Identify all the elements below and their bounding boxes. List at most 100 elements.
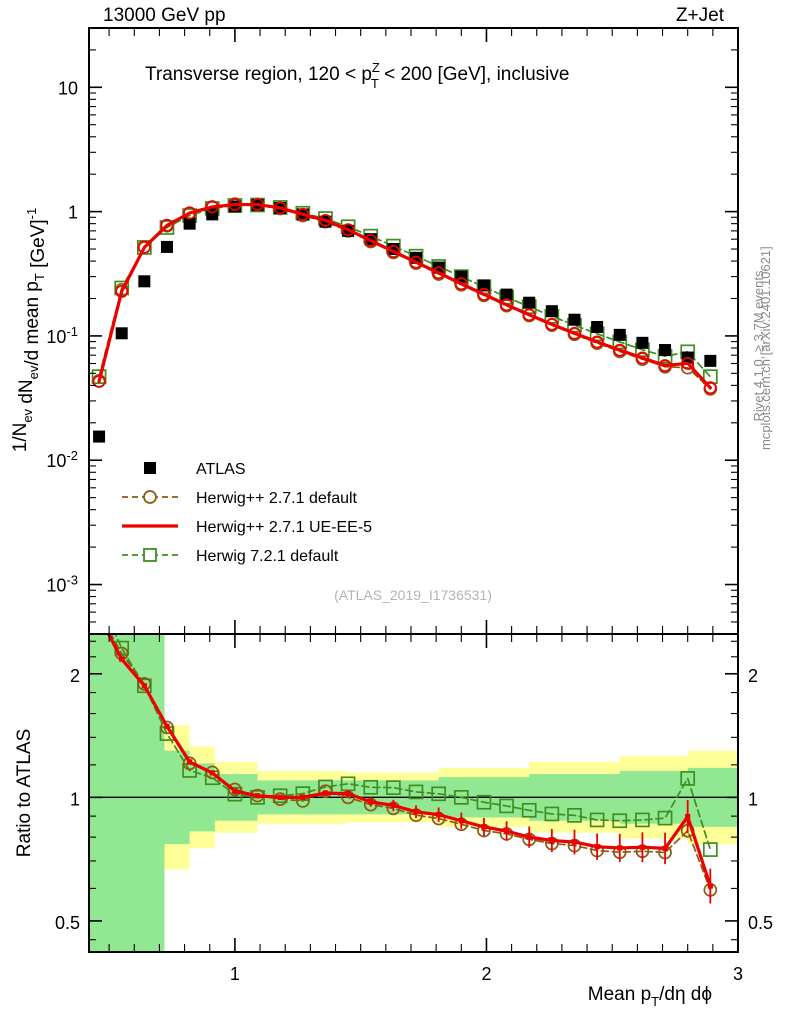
data-point (183, 206, 197, 220)
ytick-label-ratio-right: 2 (748, 666, 758, 686)
legend-label: Herwig 7.2.1 default (196, 548, 339, 565)
data-point (545, 317, 559, 331)
ratio-markers-herwig721 (114, 640, 718, 857)
data-point (613, 328, 626, 341)
data-point (368, 799, 374, 805)
ytick-label-main: 10 (58, 78, 78, 98)
data-point (458, 818, 464, 824)
data-point (273, 792, 288, 806)
data-point (228, 198, 242, 211)
data-point (636, 336, 649, 349)
data-point (685, 813, 691, 820)
data-point (477, 279, 490, 292)
data-point (251, 198, 264, 211)
data-point (432, 266, 446, 280)
series-markers-atlas (93, 199, 717, 443)
ytick-label-ratio-right: 1 (748, 789, 758, 809)
data-point (409, 255, 423, 269)
data-point (500, 298, 514, 312)
data-point (568, 326, 581, 340)
ytick-label-main: 10-2 (46, 448, 78, 472)
data-point (454, 277, 468, 291)
data-point (567, 807, 582, 823)
data-point (571, 839, 578, 845)
data-point (209, 770, 215, 776)
data-point (408, 784, 424, 800)
ytick-label-ratio: 0.5 (55, 913, 80, 933)
data-point (300, 794, 306, 800)
data-point (589, 812, 605, 828)
data-point (503, 828, 510, 834)
data-point (295, 786, 311, 801)
data-point (160, 720, 174, 735)
data-point (386, 245, 400, 258)
data-point (413, 809, 419, 815)
data-point (703, 381, 717, 395)
main-panel-title: Transverse region, 120 < pZ T < 200 [GeV]… (145, 60, 569, 91)
data-point (93, 607, 105, 619)
ytick-label-main: 10-1 (46, 323, 78, 347)
ytick-label-ratio: 2 (70, 666, 80, 686)
data-point (187, 759, 193, 765)
data-point (254, 793, 261, 799)
data-point (659, 344, 672, 357)
data-point (205, 200, 219, 214)
main-panel-frame (88, 27, 739, 635)
ytick-label-ratio: 1 (70, 789, 80, 809)
legend-item: Herwig 7.2.1 default (122, 548, 339, 565)
data-point (115, 327, 128, 340)
data-point (591, 320, 604, 333)
data-point (500, 288, 513, 301)
data-point (277, 794, 283, 800)
data-point (521, 802, 537, 818)
ratio-panel-frame (88, 633, 739, 953)
data-point (612, 813, 628, 829)
data-point (164, 723, 170, 729)
data-point (453, 789, 469, 805)
data-point (522, 308, 536, 322)
ytick-label-main: 10-3 (46, 572, 78, 596)
data-point (568, 313, 581, 326)
data-point (160, 240, 173, 253)
data-point (680, 771, 696, 786)
data-point (590, 335, 604, 349)
data-point (545, 305, 558, 318)
data-point (318, 784, 333, 799)
data-point (390, 802, 396, 808)
header-left: 13000 GeV pp (103, 5, 226, 26)
data-point (322, 790, 329, 796)
data-point (657, 810, 673, 826)
data-point (93, 430, 106, 443)
data-point (481, 824, 487, 830)
data-point (296, 207, 310, 221)
legend-item: Herwig++ 2.7.1 default (122, 490, 358, 507)
xtick-label: 3 (733, 964, 743, 984)
data-point (549, 837, 555, 844)
watermark: (ATLAS_2019_I1736531) (334, 587, 492, 603)
data-point (115, 284, 129, 298)
data-point (526, 834, 532, 840)
data-point (707, 883, 713, 889)
data-point (341, 223, 355, 237)
data-point (613, 343, 627, 357)
legend-item: ATLAS (144, 461, 246, 478)
data-point (662, 845, 668, 851)
data-point (523, 296, 536, 309)
data-point (183, 217, 196, 230)
data-point (363, 779, 379, 795)
header-right: Z+Jet (676, 5, 725, 26)
data-point (138, 275, 151, 288)
legend-label: Herwig++ 2.7.1 UE-EE-5 (196, 519, 372, 536)
data-point (639, 844, 646, 850)
data-point (92, 375, 106, 388)
data-point (431, 786, 447, 802)
data-point (594, 844, 600, 850)
band-inner-1sigma (89, 634, 738, 952)
legend-marker-square-filled (144, 462, 156, 474)
data-point (137, 240, 151, 254)
data-point (704, 354, 717, 367)
xtick-label: 2 (481, 964, 491, 984)
series-line-herwig721 (98, 204, 712, 378)
data-point (273, 201, 287, 215)
